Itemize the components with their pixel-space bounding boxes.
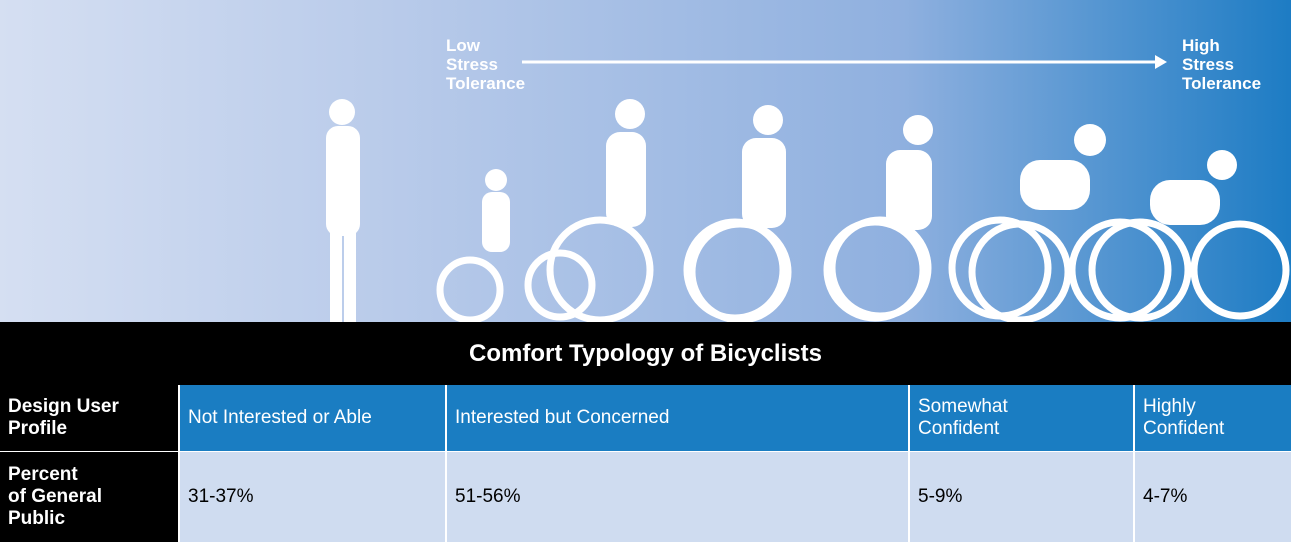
cell-line: 51-56%	[455, 486, 521, 507]
low-stress-label: Low Stress Tolerance	[446, 36, 525, 93]
cell-line: Not Interested or Able	[188, 407, 372, 428]
table-cell: 51-56%	[447, 452, 908, 542]
table-title: Comfort Typology of Bicyclists	[0, 322, 1291, 385]
table-cell: 4-7%	[1135, 452, 1291, 542]
illustration: Low Stress Tolerance High Stress Tolerance	[0, 0, 1291, 322]
table-cell: Interested but Concerned	[447, 385, 908, 451]
cell-line: Confident	[1143, 418, 1225, 439]
label-line: Tolerance	[446, 74, 526, 93]
cell-line: Design User	[8, 396, 119, 417]
table-cell: Highly Confident	[1135, 385, 1291, 451]
cell-line: of General	[8, 486, 102, 507]
cell-line: Interested but Concerned	[455, 407, 670, 428]
row-header: Percent of General Public	[0, 452, 178, 542]
label-line: Stress	[1182, 55, 1234, 74]
cell-line: Public	[8, 508, 66, 529]
table-cell: 31-37%	[180, 452, 445, 542]
cell-line: Somewhat	[918, 396, 1008, 417]
high-stress-label: High Stress Tolerance	[1182, 36, 1261, 93]
cell-line: 4-7%	[1143, 486, 1188, 507]
row-header: Design User Profile	[0, 385, 178, 451]
cell-line: Confident	[918, 418, 1000, 439]
cell-line: Profile	[8, 418, 68, 439]
table-cell: 5-9%	[910, 452, 1133, 542]
label-line: Low	[446, 36, 480, 55]
cell-line: Percent	[8, 464, 78, 485]
label-line: Tolerance	[1182, 74, 1262, 93]
cell-line: 5-9%	[918, 486, 963, 507]
label-line: High	[1182, 36, 1220, 55]
table-cell: Not Interested or Able	[180, 385, 445, 451]
table-cell: Somewhat Confident	[910, 385, 1133, 451]
label-line: Stress	[446, 55, 498, 74]
silhouettes	[0, 0, 1291, 322]
cell-line: Highly	[1143, 396, 1196, 417]
cell-line: 31-37%	[188, 486, 254, 507]
